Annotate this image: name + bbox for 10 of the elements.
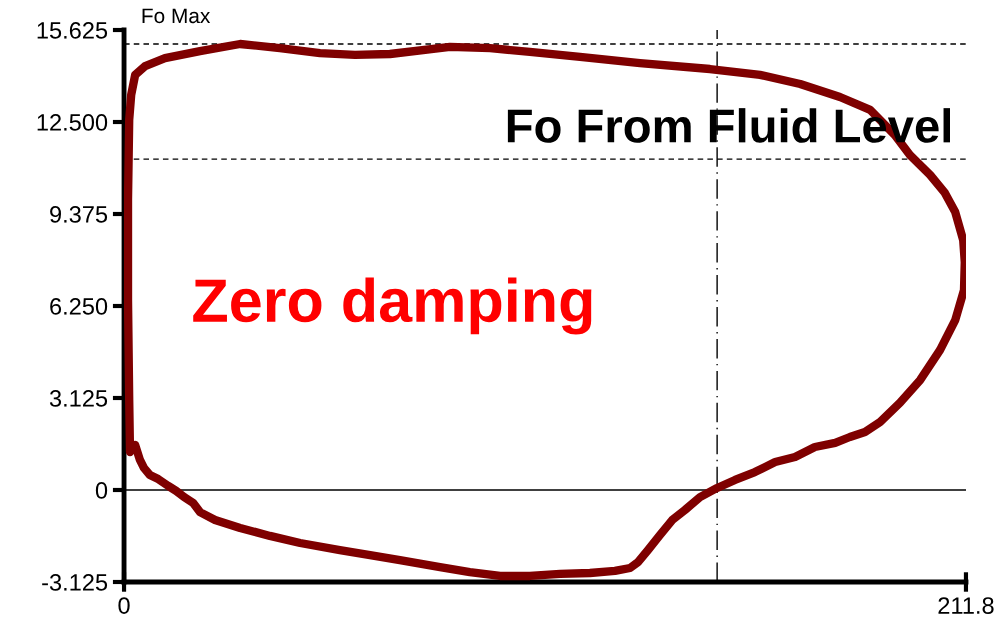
- y-tick-label: 0: [95, 482, 108, 499]
- y-tick-label: 15.625: [37, 22, 108, 39]
- y-tick-label: 12.500: [37, 114, 108, 131]
- y-tick-label: 9.375: [50, 206, 108, 223]
- ref-line-label: Fo Max: [142, 8, 211, 24]
- y-tick-label: 6.250: [50, 298, 108, 315]
- y-tick-label: -3.125: [42, 574, 108, 591]
- x-tick-label: 211.8: [938, 597, 994, 614]
- y-tick-label: 3.125: [49, 390, 108, 407]
- annotation: Zero damping: [193, 277, 592, 335]
